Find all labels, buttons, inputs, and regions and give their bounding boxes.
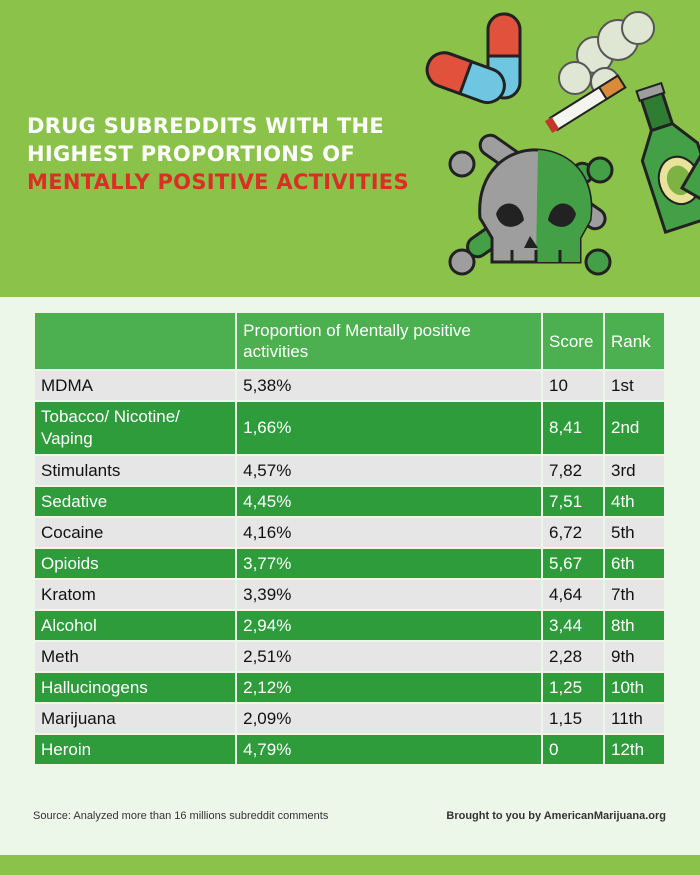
title-line-2: HIGHEST PROPORTIONS OF (27, 142, 355, 166)
cigarette-smoke-icon (544, 11, 655, 134)
title-line-1: DRUG SUBREDDITS WITH THE (27, 114, 384, 138)
proportion-value: 5,38% (235, 369, 543, 402)
rank-value: 4th (603, 485, 666, 518)
drug-name: Kratom (32, 578, 238, 611)
table-row: Tobacco/ Nicotine/ Vaping 1,66% 8,41 2nd (32, 400, 666, 456)
proportion-value: 2,51% (235, 640, 543, 673)
drug-name: Cocaine (32, 516, 238, 549)
rank-value: 2nd (603, 400, 666, 456)
header-proportion: Proportion of Mentally positive activiti… (235, 311, 543, 371)
drug-name: Opioids (32, 547, 238, 580)
score-value: 7,51 (540, 485, 606, 518)
header-banner: DRUG SUBREDDITS WITH THE HIGHEST PROPORT… (0, 0, 700, 297)
proportion-value: 2,94% (235, 609, 543, 642)
table-header-row: Proportion of Mentally positive activiti… (32, 311, 666, 371)
table-row: MDMA 5,38% 10 1st (32, 369, 666, 402)
proportion-value: 2,12% (235, 671, 543, 704)
drug-name: Meth (32, 640, 238, 673)
score-value: 5,67 (540, 547, 606, 580)
table-row: Hallucinogens 2,12% 1,25 10th (32, 671, 666, 704)
table-section: Proportion of Mentally positive activiti… (0, 297, 700, 857)
header-rank: Rank (603, 311, 666, 371)
score-value: 3,44 (540, 609, 606, 642)
drug-ranking-table: Proportion of Mentally positive activiti… (32, 311, 666, 766)
rank-value: 6th (603, 547, 666, 580)
score-value: 2,28 (540, 640, 606, 673)
pill-capsule-icon (425, 12, 522, 105)
drug-illustration (425, 11, 700, 276)
rank-value: 12th (603, 733, 666, 766)
drug-name: Heroin (32, 733, 238, 766)
drug-name: Sedative (32, 485, 238, 518)
title-line-3: MENTALLY POSITIVE ACTIVITIES (27, 170, 409, 194)
rank-value: 8th (603, 609, 666, 642)
drug-name: Hallucinogens (32, 671, 238, 704)
skull-crossbones-icon (448, 133, 614, 276)
drug-name: Tobacco/ Nicotine/ Vaping (32, 400, 238, 456)
table-row: Stimulants 4,57% 7,82 3rd (32, 454, 666, 487)
proportion-value: 4,16% (235, 516, 543, 549)
table-row: Opioids 3,77% 5,67 6th (32, 547, 666, 580)
score-value: 1,25 (540, 671, 606, 704)
score-value: 4,64 (540, 578, 606, 611)
beer-bottle-icon (635, 81, 700, 235)
proportion-value: 3,77% (235, 547, 543, 580)
source-note: Source: Analyzed more than 16 millions s… (33, 810, 329, 822)
score-value: 0 (540, 733, 606, 766)
proportion-value: 4,45% (235, 485, 543, 518)
score-value: 7,82 (540, 454, 606, 487)
credit-link[interactable]: Brought to you by AmericanMarijuana.org (446, 810, 666, 822)
table-row: Alcohol 2,94% 3,44 8th (32, 609, 666, 642)
rank-value: 1st (603, 369, 666, 402)
rank-value: 3rd (603, 454, 666, 487)
rank-value: 9th (603, 640, 666, 673)
rank-value: 10th (603, 671, 666, 704)
proportion-value: 4,57% (235, 454, 543, 487)
proportion-value: 2,09% (235, 702, 543, 735)
table-row: Sedative 4,45% 7,51 4th (32, 485, 666, 518)
page-title: DRUG SUBREDDITS WITH THE HIGHEST PROPORT… (27, 112, 427, 196)
header-drug (32, 311, 238, 371)
bottom-bar (0, 855, 700, 875)
score-value: 10 (540, 369, 606, 402)
proportion-value: 1,66% (235, 400, 543, 456)
rank-value: 7th (603, 578, 666, 611)
drug-name: Marijuana (32, 702, 238, 735)
score-value: 8,41 (540, 400, 606, 456)
drug-name: Stimulants (32, 454, 238, 487)
rank-value: 5th (603, 516, 666, 549)
proportion-value: 4,79% (235, 733, 543, 766)
table-row: Marijuana 2,09% 1,15 11th (32, 702, 666, 735)
header-score: Score (540, 311, 606, 371)
table-row: Meth 2,51% 2,28 9th (32, 640, 666, 673)
drug-name: MDMA (32, 369, 238, 402)
score-value: 6,72 (540, 516, 606, 549)
table-row: Heroin 4,79% 0 12th (32, 733, 666, 766)
table-row: Kratom 3,39% 4,64 7th (32, 578, 666, 611)
table-row: Cocaine 4,16% 6,72 5th (32, 516, 666, 549)
rank-value: 11th (603, 702, 666, 735)
drug-name: Alcohol (32, 609, 238, 642)
score-value: 1,15 (540, 702, 606, 735)
proportion-value: 3,39% (235, 578, 543, 611)
